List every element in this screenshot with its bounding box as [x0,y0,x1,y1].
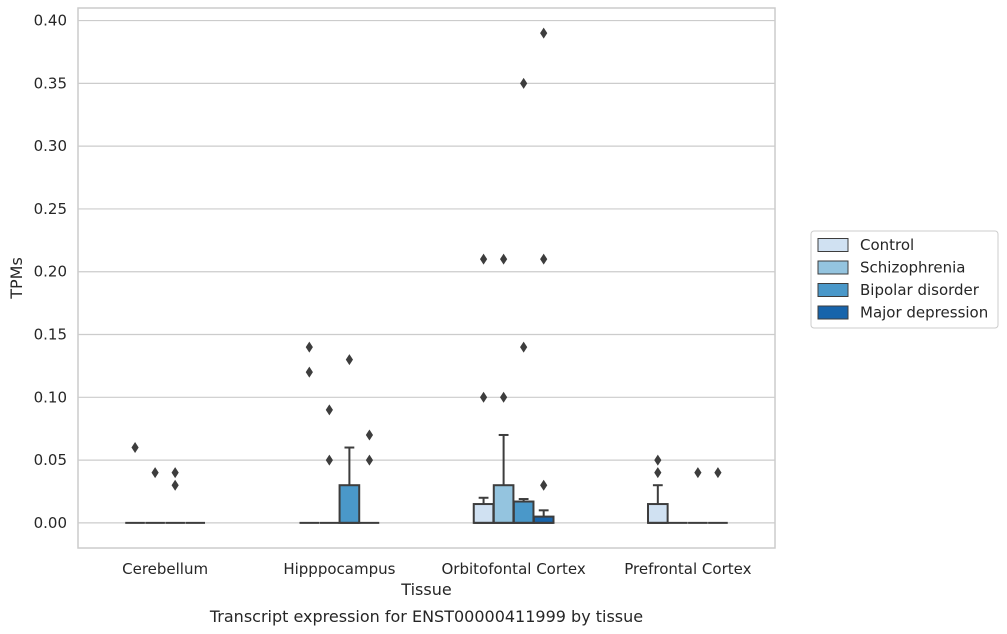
x-tick-label: Orbitofontal Cortex [442,560,586,578]
box-control [125,442,145,524]
outlier-point [500,391,508,403]
y-tick-label: 0.25 [34,200,67,218]
box-bipolar-disorder [688,467,708,524]
box-body [512,500,535,524]
legend: Control Schizophrenia Bipolar disorder Majo… [810,230,999,329]
outlier-point [171,479,179,491]
box-schizophrenia [492,253,515,524]
y-axis-label: TPMs [7,257,26,300]
outlier-point [305,341,313,353]
outlier-point [479,391,488,403]
outlier-point [131,442,139,454]
outlier-point [151,467,159,479]
boxes-layer [125,27,728,524]
outlier-point [365,454,374,466]
legend-swatch [817,238,849,252]
box-bipolar-disorder [338,354,361,524]
y-tick-labels: 0.00 0.05 0.10 0.15 0.20 0.25 0.30 0.35 0.40 [34,12,67,532]
outlier-point [520,77,528,89]
legend-label: Control [860,236,914,254]
box-control [472,253,495,524]
plot-frame [77,7,776,549]
legend-swatch [817,260,849,275]
gridlines [78,19,775,524]
legend-label: Schizophrenia [860,259,965,277]
outlier-point [325,454,333,466]
outlier-point [325,404,333,416]
y-tick-label: 0.20 [34,263,67,281]
outlier-point [500,253,508,265]
box-body [492,484,515,524]
y-tick-label: 0.00 [34,514,67,532]
legend-label: Major depression [860,304,988,322]
box-bipolar-disorder [512,77,535,524]
box-control [299,341,320,524]
y-tick-label: 0.40 [34,12,67,30]
x-tick-label: Hipppocampus [283,560,395,578]
box-control [646,454,669,524]
y-tick-label: 0.35 [34,74,67,92]
x-tick-label: Cerebellum [122,560,208,578]
x-tick-labels: Cerebellum Hipppocampus Orbitofontal Corte… [122,560,751,578]
legend-swatch [817,305,849,320]
chart-caption: Transcript expression for ENST0000041199… [209,607,643,626]
outlier-point [171,467,179,479]
y-tick-label: 0.30 [34,137,67,155]
outlier-point [540,27,548,39]
outlier-point [654,467,662,479]
outlier-point [520,341,528,353]
outlier-point [479,253,488,265]
y-tick-label: 0.05 [34,451,67,469]
outlier-point [305,366,313,378]
box-schizophrenia [319,404,340,524]
x-axis-label: Tissue [400,580,451,599]
box-body [338,484,361,524]
outlier-point [365,429,374,441]
box-schizophrenia [145,467,165,524]
outlier-point [694,467,702,479]
box-major-depression [708,467,728,524]
box-major-depression [359,429,380,524]
box-body [472,503,495,524]
legend-label: Bipolar disorder [860,281,980,299]
legend-frame [810,230,999,329]
outlier-point [345,354,353,366]
box-bipolar-disorder [165,467,185,524]
outlier-point [540,479,548,491]
outlier-point [540,253,548,265]
x-tick-label: Prefrontal Cortex [624,560,751,578]
box-major-depression [532,27,555,524]
box-body [646,503,669,524]
y-tick-label: 0.15 [34,326,67,344]
outlier-point [714,467,722,479]
legend-swatch [817,283,849,297]
outlier-point [654,454,662,466]
y-tick-label: 0.10 [34,388,67,406]
